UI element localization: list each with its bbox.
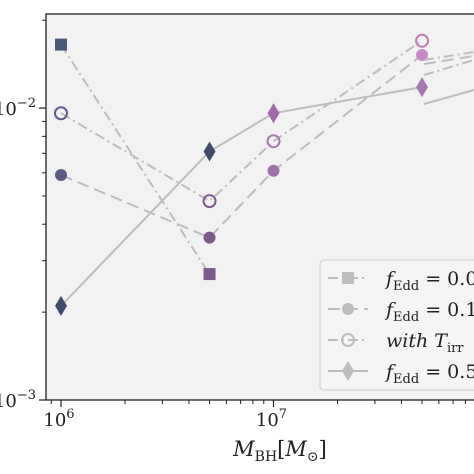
legend-label: fEdd = 0.1 <box>384 299 474 325</box>
legend-marker <box>342 303 354 315</box>
series-continuation <box>423 89 474 105</box>
data-point <box>267 103 280 124</box>
data-point <box>416 77 429 98</box>
plot-frame <box>45 13 474 401</box>
legend-entry: fEdd = 0.5 <box>328 361 474 387</box>
series-continuations <box>423 51 474 105</box>
legend-entry: fEdd = 0.1 <box>328 299 474 325</box>
x-tick-label: 106 <box>43 407 74 431</box>
data-point <box>54 295 67 316</box>
data-point <box>203 268 216 281</box>
data-point <box>53 106 68 121</box>
legend-marker <box>341 333 355 347</box>
legend-box <box>319 259 474 391</box>
series-line <box>60 54 423 239</box>
series-line <box>60 86 423 307</box>
series-0 <box>54 38 216 281</box>
legend-label: with Tirr <box>386 330 464 356</box>
series-continuation <box>423 51 474 61</box>
data-point <box>416 48 429 61</box>
axis-ticks: 106 107 10−2 10−3 <box>0 19 466 431</box>
legend: fEdd = 0.0 fEdd = 0.1 with Tirr fEdd = 0.5 <box>319 259 474 391</box>
series-line <box>60 44 211 275</box>
data-point <box>203 231 216 244</box>
series-continuation <box>423 59 474 76</box>
data-point <box>203 141 216 162</box>
data-point <box>54 168 67 181</box>
x-tick-label: 107 <box>256 407 287 431</box>
y-tick-label: 10−3 <box>0 388 36 412</box>
series-continuation <box>423 55 474 65</box>
data-point <box>202 194 217 209</box>
data-point <box>415 33 430 48</box>
series-line <box>60 39 423 203</box>
series-1 <box>54 48 429 244</box>
series-layer <box>53 33 474 316</box>
data-point <box>267 164 280 177</box>
y-tick-label: 10−2 <box>0 96 36 120</box>
data-point <box>54 38 67 51</box>
series-3 <box>54 77 429 316</box>
legend-entry: fEdd = 0.0 <box>328 268 474 294</box>
legend-label: fEdd = 0.0 <box>384 268 474 294</box>
x-axis-label: MBH[M⊙] <box>232 437 327 465</box>
legend-label: fEdd = 0.5 <box>384 361 474 387</box>
series-2 <box>53 33 430 209</box>
legend-marker <box>342 361 354 381</box>
data-point <box>266 134 281 149</box>
legend-entry: with Tirr <box>328 330 464 356</box>
legend-marker <box>342 272 354 284</box>
